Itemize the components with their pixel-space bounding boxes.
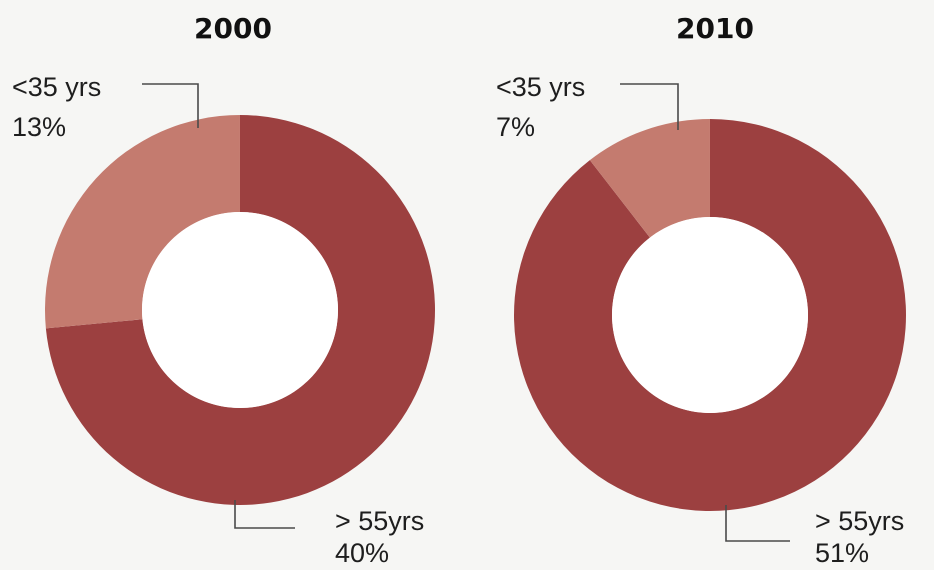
leader-line (725, 505, 790, 542)
donut-hole (612, 217, 808, 413)
slice-label: <35 yrs (12, 72, 101, 102)
slice-over-55 (513, 119, 906, 512)
slice-label: > 55yrs (335, 506, 424, 536)
slice-label: <35 yrs (496, 72, 585, 102)
donut-slices (44, 115, 436, 505)
leader-line (234, 500, 295, 529)
leader-line (142, 83, 199, 128)
donut-slices (513, 119, 906, 512)
leader-line (620, 83, 679, 130)
slice-under-35 (44, 115, 240, 329)
donut-hole (142, 212, 338, 408)
slice-value-label: 7% (496, 112, 535, 142)
slice-under-35 (589, 119, 710, 238)
slice-value-label: 51% (815, 538, 869, 568)
slice-value-label: 13% (12, 112, 66, 142)
slice-over-55 (45, 115, 436, 505)
chart-title: 2000 (194, 12, 272, 45)
donut-chart-2000: 2000 <35 yrs 13% > 55yrs 40% (12, 12, 436, 568)
slice-value-label: 40% (335, 538, 389, 568)
slice-label: > 55yrs (815, 506, 904, 536)
chart-title: 2010 (676, 12, 754, 45)
donut-chart-2010: 2010 <35 yrs 7% > 55yrs 51% (496, 12, 906, 568)
